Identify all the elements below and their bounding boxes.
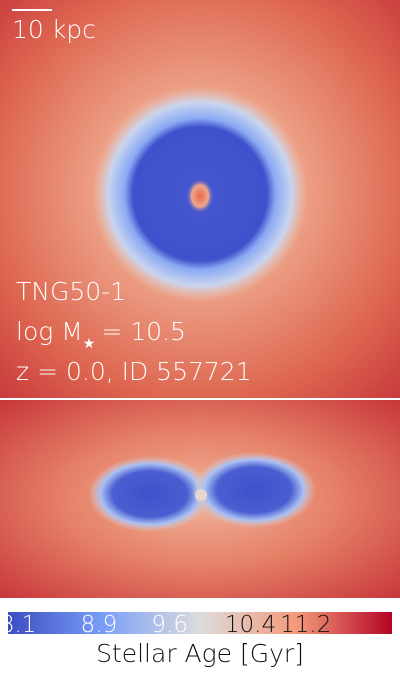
bulge bbox=[186, 178, 214, 214]
colorbar-scale bbox=[8, 612, 392, 634]
snapshot-label: z = 0.0, ID 557721 bbox=[16, 357, 252, 386]
mass-prefix: log M bbox=[16, 317, 83, 346]
colorbar-tick-label: 9.6 bbox=[151, 612, 188, 638]
mass-label: log M★ = 10.5 bbox=[16, 317, 186, 352]
bulge bbox=[195, 489, 207, 501]
face-on-panel: 10 kpc TNG50-1 log M★ = 10.5 z = 0.0, ID … bbox=[0, 0, 400, 398]
colorbar-label: Stellar Age [Gyr] bbox=[96, 639, 304, 668]
colorbar-tick-label: 11.2 bbox=[280, 612, 331, 638]
colorbar-tick-label: 8.9 bbox=[81, 612, 118, 638]
scale-label: 10 kpc bbox=[12, 15, 96, 44]
edge-on-panel bbox=[0, 400, 400, 598]
disk-lobe bbox=[192, 452, 316, 528]
mass-subscript: ★ bbox=[83, 336, 96, 352]
colorbar-tick-label: 8.1 bbox=[0, 612, 36, 638]
simulation-label: TNG50-1 bbox=[16, 277, 126, 306]
disk-lobe bbox=[88, 456, 212, 532]
colorbar: Stellar Age [Gyr] 8.1 8.9 9.6 10.4 11.2 bbox=[0, 612, 392, 668]
mass-suffix: = 10.5 bbox=[101, 317, 186, 346]
colorbar-tick-label: 10.4 bbox=[225, 612, 276, 638]
